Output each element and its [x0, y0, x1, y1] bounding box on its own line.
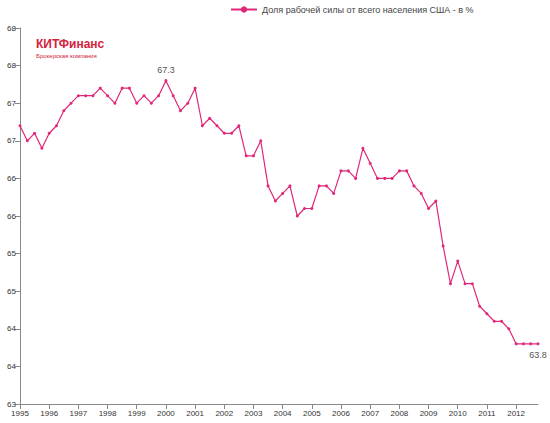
svg-text:65: 65 [7, 287, 16, 296]
svg-text:2008: 2008 [390, 409, 408, 418]
svg-text:2003: 2003 [245, 409, 263, 418]
svg-text:66: 66 [7, 174, 16, 183]
svg-text:КИТФинанс: КИТФинанс [36, 37, 105, 51]
svg-text:2012: 2012 [507, 409, 525, 418]
svg-text:2009: 2009 [420, 409, 438, 418]
svg-text:67: 67 [7, 136, 16, 145]
svg-text:1996: 1996 [40, 409, 58, 418]
svg-text:64: 64 [7, 362, 16, 371]
svg-text:2006: 2006 [332, 409, 350, 418]
svg-text:2001: 2001 [186, 409, 204, 418]
svg-text:63.8: 63.8 [529, 350, 547, 360]
svg-text:66: 66 [7, 212, 16, 221]
svg-text:2002: 2002 [215, 409, 233, 418]
svg-text:2004: 2004 [274, 409, 292, 418]
svg-text:1999: 1999 [128, 409, 146, 418]
svg-text:67.3: 67.3 [157, 65, 175, 75]
svg-text:63: 63 [7, 400, 16, 409]
svg-text:2007: 2007 [361, 409, 379, 418]
svg-text:67: 67 [7, 99, 16, 108]
svg-text:2011: 2011 [478, 409, 496, 418]
svg-text:1998: 1998 [99, 409, 117, 418]
svg-text:Доля рабочей силы от всего нас: Доля рабочей силы от всего населения США… [262, 5, 474, 15]
svg-text:1997: 1997 [69, 409, 87, 418]
svg-text:65: 65 [7, 249, 16, 258]
svg-text:Брокерская компания: Брокерская компания [36, 53, 97, 59]
svg-text:2005: 2005 [303, 409, 321, 418]
svg-text:2010: 2010 [449, 409, 467, 418]
svg-text:1995: 1995 [11, 409, 29, 418]
svg-text:2000: 2000 [157, 409, 175, 418]
svg-text:68: 68 [7, 24, 16, 33]
svg-text:68: 68 [7, 61, 16, 70]
svg-text:64: 64 [7, 324, 16, 333]
